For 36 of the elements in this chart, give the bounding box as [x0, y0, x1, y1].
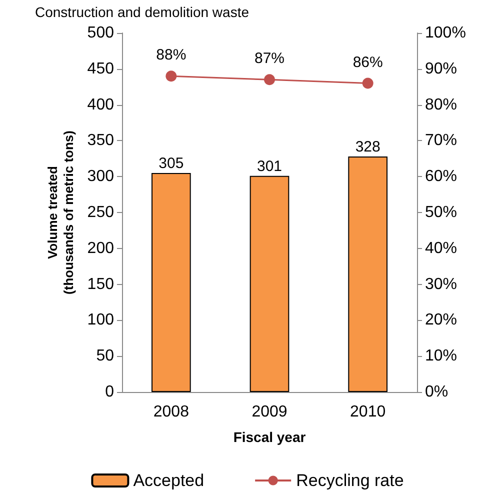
data-label: 301 [256, 158, 282, 175]
y2-tick-label: 20% [425, 312, 458, 329]
y-tick-label: 100 [87, 312, 114, 329]
y-tick-label: 450 [87, 60, 114, 78]
y2-tick-label: 90% [425, 60, 458, 78]
legend-label: Accepted [133, 471, 204, 490]
y-tick-label: 150 [87, 276, 114, 293]
y2-tick-label: 50% [425, 204, 458, 221]
data-label: 305 [158, 155, 184, 172]
x-axis-title: Fiscal year [233, 429, 306, 445]
y-axis-title: Volume treated (thousands of metric tons) [44, 130, 76, 294]
x-tick-label: 2008 [153, 404, 190, 420]
y-tick-label: 300 [87, 168, 114, 186]
y2-tick-label: 10% [425, 348, 458, 365]
data-label: 328 [355, 138, 380, 156]
data-label: 87% [254, 50, 285, 68]
data-label: 86% [352, 54, 383, 71]
x-tick-label: 2010 [350, 404, 386, 420]
y-tick-label: 400 [87, 96, 114, 114]
y2-tick-label: 60% [425, 168, 458, 186]
y2-tick-label: 30% [425, 276, 458, 293]
y2-tick-label: 80% [425, 96, 458, 114]
y-tick-label: 0 [105, 384, 114, 400]
chart-title: Construction and demolition waste [35, 4, 250, 20]
legend-label: Recycling rate [296, 471, 404, 490]
data-label: 88% [156, 46, 186, 64]
y-tick-label: 250 [87, 204, 114, 221]
y2-tick-label: 0% [425, 384, 448, 400]
y2-tick-label: 100% [425, 24, 466, 42]
y-tick-label: 50 [96, 348, 114, 365]
x-tick-label: 2009 [252, 404, 288, 420]
y-tick-label: 500 [87, 24, 114, 42]
y2-tick-label: 70% [425, 132, 458, 150]
y-tick-label: 350 [87, 132, 114, 150]
y2-tick-label: 40% [425, 240, 458, 257]
y-tick-label: 200 [87, 240, 114, 257]
